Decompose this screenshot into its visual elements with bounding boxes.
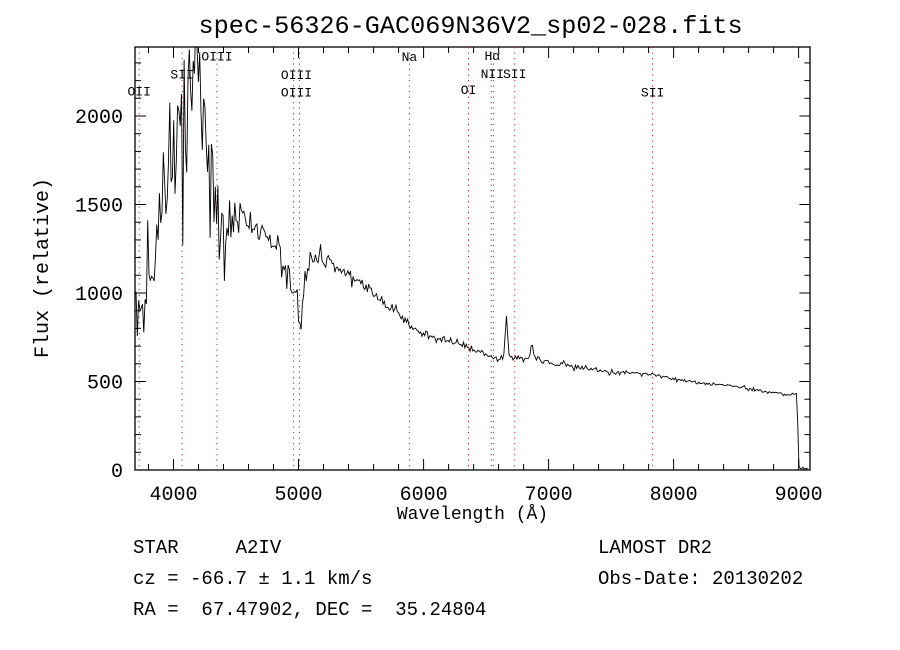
svg-text:6000: 6000 [400,484,448,507]
svg-text:OIII: OIII [201,49,232,64]
svg-text:Na: Na [402,50,418,65]
svg-text:5000: 5000 [274,484,322,507]
svg-text:NII: NII [481,67,504,82]
svg-text:Hα: Hα [484,49,500,64]
svg-text:OIII: OIII [281,68,312,83]
svg-text:1000: 1000 [75,284,123,307]
svg-text:2000: 2000 [75,107,123,130]
svg-text:SII: SII [170,67,193,82]
svg-text:4000: 4000 [149,484,197,507]
svg-text:7000: 7000 [525,484,573,507]
svg-text:9000: 9000 [775,484,823,507]
svg-text:SII: SII [503,67,526,82]
svg-text:0: 0 [111,461,123,484]
svg-text:OII: OII [127,85,150,100]
svg-text:SII: SII [641,86,664,101]
svg-text:OI: OI [461,83,477,98]
svg-text:1500: 1500 [75,196,123,219]
svg-text:500: 500 [87,373,123,396]
svg-text:8000: 8000 [650,484,698,507]
svg-text:OIII: OIII [281,86,312,101]
